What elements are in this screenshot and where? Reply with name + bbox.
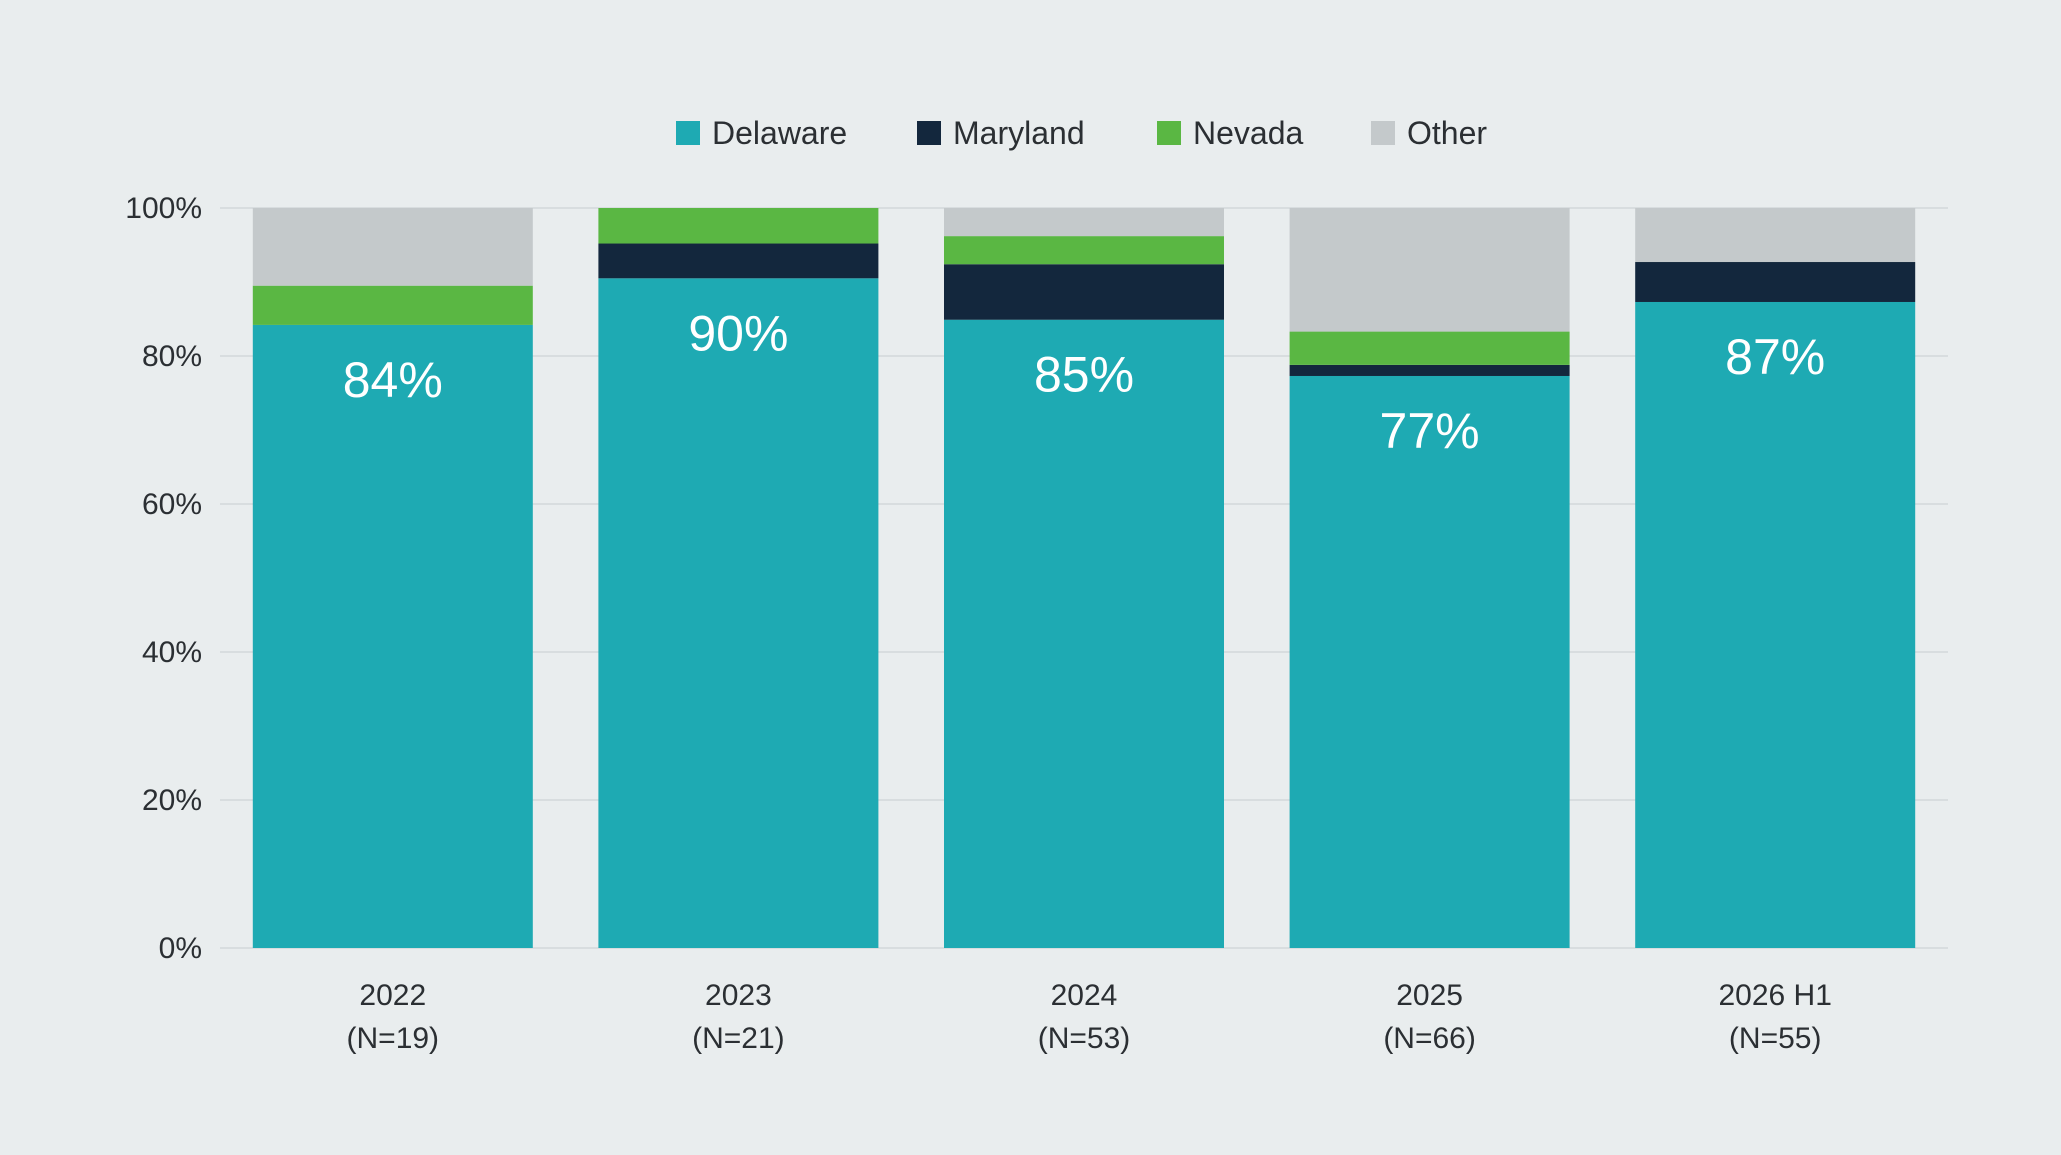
y-tick-label: 100% — [125, 192, 202, 225]
bar-segment-delaware — [944, 319, 1224, 948]
x-tick-sublabel: (N=21) — [692, 1022, 785, 1055]
legend-swatch-maryland — [917, 121, 941, 145]
bar-segment-nevada — [598, 208, 879, 244]
bar-segment-maryland — [1289, 364, 1570, 376]
x-tick-label: 2025 — [1396, 979, 1463, 1012]
legend: Delaware Maryland Nevada Other — [676, 115, 1487, 151]
legend-swatch-other — [1371, 121, 1395, 145]
x-tick-label: 2022 — [359, 979, 426, 1012]
x-tick-label: 2023 — [705, 979, 772, 1012]
data-label: 87% — [1725, 329, 1825, 385]
x-axis: 2022 (N=19) 2023 (N=21) 2024 (N=53) 2025 (N=66)… — [347, 979, 1832, 1055]
bar-segment-delaware — [598, 278, 879, 948]
bar-segment-delaware — [1635, 301, 1916, 949]
bar-segment-delaware — [252, 324, 533, 948]
legend-swatch-nevada — [1157, 121, 1181, 145]
y-tick-label: 40% — [142, 636, 202, 669]
y-axis: 0% 20% 40% 60% 80% 100% — [125, 192, 202, 965]
legend-label: Nevada — [1193, 115, 1304, 151]
data-label: 77% — [1380, 403, 1480, 459]
legend-label: Other — [1407, 115, 1487, 151]
x-tick-label: 2024 — [1051, 979, 1118, 1012]
bar-segment-maryland — [1635, 262, 1916, 302]
bar-segment-other — [944, 208, 1224, 237]
bar-segment-nevada — [252, 285, 533, 325]
data-labels: 84% 90% 85% 77% 87% — [343, 305, 1825, 459]
data-label: 84% — [343, 352, 443, 408]
bar-segment-nevada — [1289, 331, 1570, 365]
y-tick-label: 60% — [142, 488, 202, 521]
bar-segment-maryland — [944, 264, 1224, 320]
x-tick-label: 2026 H1 — [1718, 979, 1831, 1012]
bar-segment-other — [252, 208, 533, 286]
bar-segment-delaware — [1289, 375, 1570, 949]
bar-segment-nevada — [944, 236, 1224, 265]
x-tick-sublabel: (N=53) — [1038, 1022, 1131, 1055]
bars — [252, 208, 1916, 949]
legend-swatch-delaware — [676, 121, 700, 145]
x-tick-sublabel: (N=19) — [347, 1022, 440, 1055]
x-tick-sublabel: (N=55) — [1729, 1022, 1822, 1055]
y-tick-label: 0% — [159, 932, 202, 965]
bar-segment-other — [1635, 208, 1916, 263]
legend-label: Delaware — [712, 115, 847, 151]
y-tick-label: 20% — [142, 784, 202, 817]
x-tick-sublabel: (N=66) — [1383, 1022, 1476, 1055]
bar-segment-maryland — [598, 243, 879, 279]
data-label: 85% — [1034, 347, 1134, 403]
legend-label: Maryland — [953, 115, 1085, 151]
data-label: 90% — [688, 305, 788, 361]
bar-segment-other — [1289, 208, 1570, 332]
y-tick-label: 80% — [142, 340, 202, 373]
